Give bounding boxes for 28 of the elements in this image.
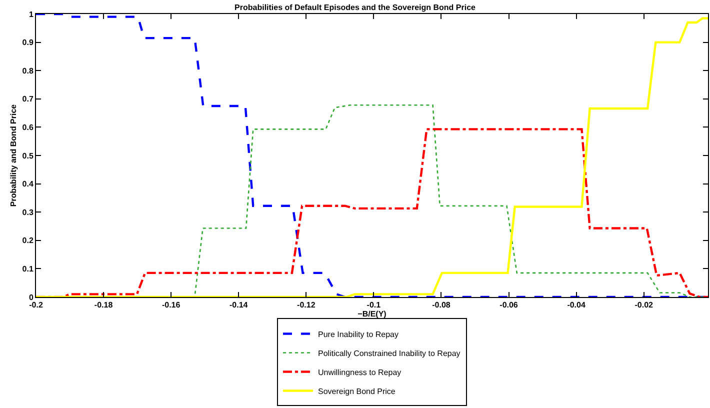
legend-label: Sovereign Bond Price xyxy=(318,386,396,396)
x-tick-label: -0.2 xyxy=(29,300,44,310)
x-tick-label: -0.16 xyxy=(162,300,181,310)
chart-title: Probabilities of Default Episodes and the Sovereign Bond Price xyxy=(234,2,476,12)
x-tick-label: -0.12 xyxy=(297,300,316,310)
y-tick-label: 0.7 xyxy=(22,94,34,104)
y-tick-label: 0.3 xyxy=(22,208,34,217)
y-tick-label: 0.4 xyxy=(22,180,34,189)
x-tick-label: -0.1 xyxy=(366,300,382,310)
y-tick-label: 0.8 xyxy=(22,66,34,76)
x-tick-label: -0.04 xyxy=(567,300,586,310)
y-tick-label: 0.5 xyxy=(22,151,34,160)
x-tick-label: -0.02 xyxy=(634,300,654,310)
y-tick-label: 0 xyxy=(28,292,34,302)
y-tick-label: 0.6 xyxy=(22,123,34,132)
x-tick-label: -0.14 xyxy=(229,300,248,310)
legend-label: Pure Inability to Repay xyxy=(318,330,398,339)
x-tick-label: -0.18 xyxy=(94,300,114,310)
x-axis-title: −B/E(Y) xyxy=(358,310,387,319)
legend-label: Politically Constrained Inability to Repay xyxy=(318,348,460,358)
legend-label: Unwillingness to Repay xyxy=(318,368,402,377)
y-tick-label: 0.2 xyxy=(22,236,34,246)
y-tick-label: 0.9 xyxy=(22,38,34,48)
y-axis-title: Probability and Bond Price xyxy=(8,104,18,207)
y-tick-label: 0.1 xyxy=(22,264,34,274)
y-tick-label: 1 xyxy=(28,10,34,19)
x-tick-label: -0.08 xyxy=(432,300,451,310)
x-tick-label: -0.06 xyxy=(500,300,518,310)
